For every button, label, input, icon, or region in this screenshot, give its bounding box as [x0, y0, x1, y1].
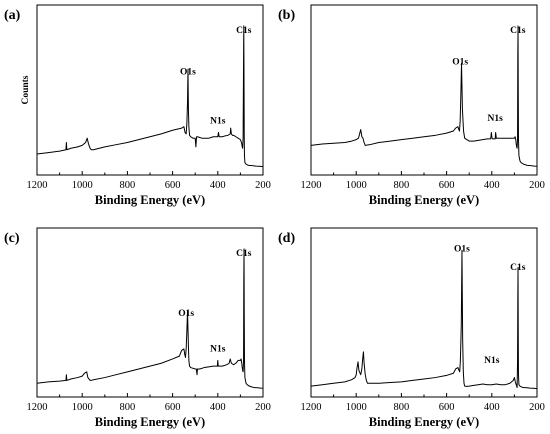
peak-label-n1s: N1s: [484, 356, 500, 366]
x-tick-label: 1200: [301, 180, 322, 191]
chart-panel-a: 1200 1000 800 600 400 200 Binding Energy (eV) C…: [4, 4, 271, 207]
spectrum-line: [36, 248, 264, 389]
panel-label: (d): [278, 231, 295, 246]
chart-panel-d: 1200 1000 800 600 400 200 Binding Energy (eV) (…: [278, 227, 545, 429]
x-tick-label: 200: [255, 402, 271, 413]
x-tick-label: 1000: [72, 402, 93, 413]
x-tick-label: 600: [439, 180, 455, 191]
x-tick-label: 1000: [346, 402, 367, 413]
x-tick-label: 400: [210, 402, 226, 413]
x-axis-label: Binding Energy (eV): [369, 193, 479, 207]
x-tick-label: 200: [255, 180, 271, 191]
x-tick-label: 400: [484, 180, 500, 191]
spectrum-line: [310, 25, 538, 167]
plot-frame: [36, 4, 264, 176]
x-axis-label: Binding Energy (eV): [95, 415, 205, 429]
x-axis-label: Binding Energy (eV): [95, 193, 205, 207]
peak-label-o1s: O1s: [180, 68, 196, 78]
x-tick-label: 600: [439, 402, 455, 413]
plot-frame: [310, 4, 538, 176]
x-tick-label: 800: [394, 180, 410, 191]
peak-label-c1s: C1s: [510, 26, 526, 36]
x-tick-label: 200: [529, 180, 545, 191]
peak-label-n1s: N1s: [210, 117, 226, 127]
panel-label: (a): [4, 8, 21, 23]
plot-frame: [36, 227, 264, 398]
x-tick-label: 800: [120, 402, 136, 413]
x-tick-label: 600: [165, 402, 181, 413]
x-tick-label: 800: [120, 180, 136, 191]
peak-label-n1s: N1s: [210, 345, 226, 355]
x-tick-label: 200: [529, 402, 545, 413]
peak-label-o1s: O1s: [452, 58, 468, 68]
panel-label: (b): [278, 8, 295, 23]
spectrum-line: [310, 249, 538, 390]
x-tick-label: 1000: [72, 180, 93, 191]
x-tick-label: 1000: [346, 180, 367, 191]
x-tick-label: 1200: [301, 402, 322, 413]
x-tick-label: 800: [394, 402, 410, 413]
peak-label-n1s: N1s: [488, 114, 504, 124]
peak-label-c1s: C1s: [236, 26, 252, 36]
x-tick-label: 1200: [27, 180, 48, 191]
x-axis-label: Binding Energy (eV): [369, 415, 479, 429]
plot-frame: [310, 227, 538, 398]
y-axis-label: Counts: [21, 75, 31, 104]
x-tick-label: 1200: [27, 402, 48, 413]
x-tick-label: 400: [484, 402, 500, 413]
x-tick-label: 600: [165, 180, 181, 191]
panel-label: (c): [4, 231, 20, 246]
peak-label-o1s: O1s: [454, 245, 470, 255]
x-tick-label: 400: [210, 180, 226, 191]
chart-panel-b: 1200 1000 800 600 400 200 Binding Energy (eV) (…: [278, 4, 545, 207]
peak-label-c1s: C1s: [236, 249, 252, 259]
peak-label-c1s: C1s: [510, 263, 526, 273]
peak-label-o1s: O1s: [178, 309, 194, 319]
chart-panel-c: 1200 1000 800 600 400 200 Binding Energy (eV) (…: [4, 227, 271, 429]
spectrum-line: [36, 25, 264, 168]
